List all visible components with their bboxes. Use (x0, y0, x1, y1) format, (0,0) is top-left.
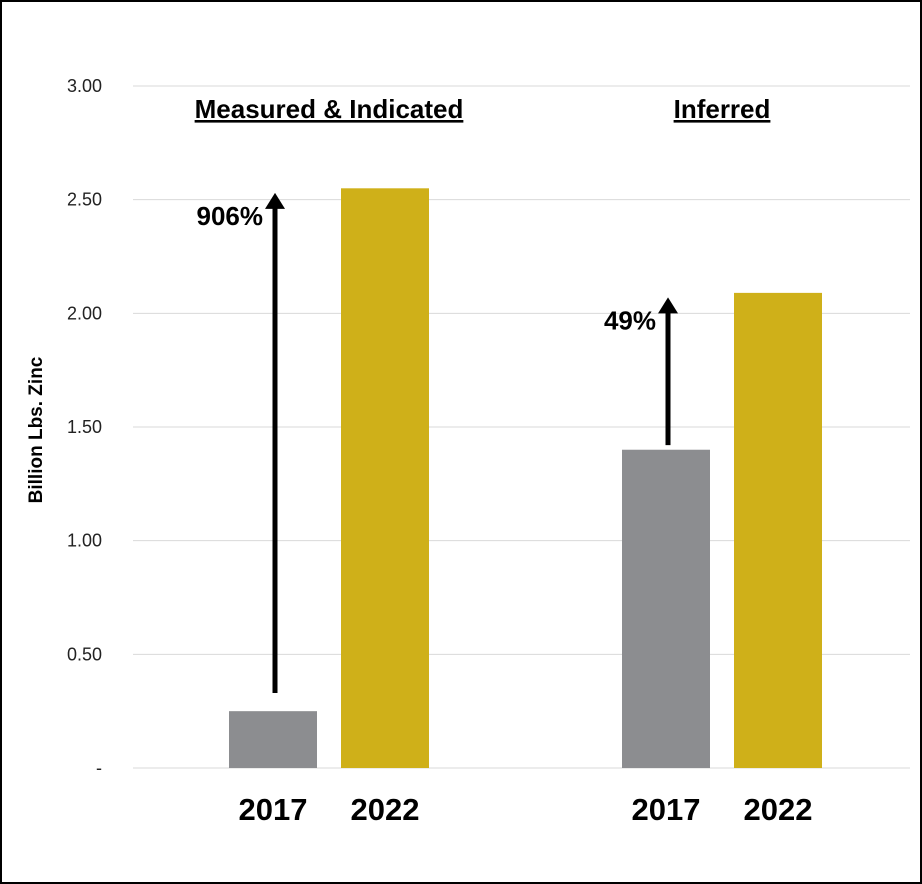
group-title: Measured & Indicated (195, 94, 464, 124)
bar-2017 (229, 711, 317, 768)
category-label: 2022 (351, 792, 420, 827)
category-label: 2022 (744, 792, 813, 827)
y-axis-ticks: - 0.50 1.00 1.50 2.00 2.50 3.00 (67, 76, 102, 778)
arrow-head-icon (265, 192, 285, 209)
category-label: 2017 (632, 792, 701, 827)
bar-2022 (734, 292, 822, 768)
y-tick-label: 1.00 (67, 531, 102, 551)
y-tick-label: 1.50 (67, 417, 102, 437)
bar-2017 (622, 449, 710, 768)
growth-percent-label: 906% (197, 201, 264, 231)
y-tick-label: 2.50 (67, 190, 102, 210)
bars (229, 188, 822, 769)
group-title: Inferred (674, 94, 771, 124)
y-tick-label: - (96, 758, 102, 778)
growth-annotations: 906% 49% (197, 192, 678, 693)
y-tick-label: 3.00 (67, 76, 102, 96)
arrow-head-icon (658, 297, 678, 314)
category-label: 2017 (239, 792, 308, 827)
y-axis-label: Billion Lbs. Zinc (26, 356, 47, 503)
bar-2022 (341, 188, 429, 769)
growth-percent-label: 49% (604, 305, 656, 335)
category-labels: 2017 2022 2017 2022 (239, 792, 813, 827)
y-tick-label: 2.00 (67, 303, 102, 323)
y-tick-label: 0.50 (67, 644, 102, 664)
group-titles: Measured & Indicated Inferred (195, 94, 771, 124)
